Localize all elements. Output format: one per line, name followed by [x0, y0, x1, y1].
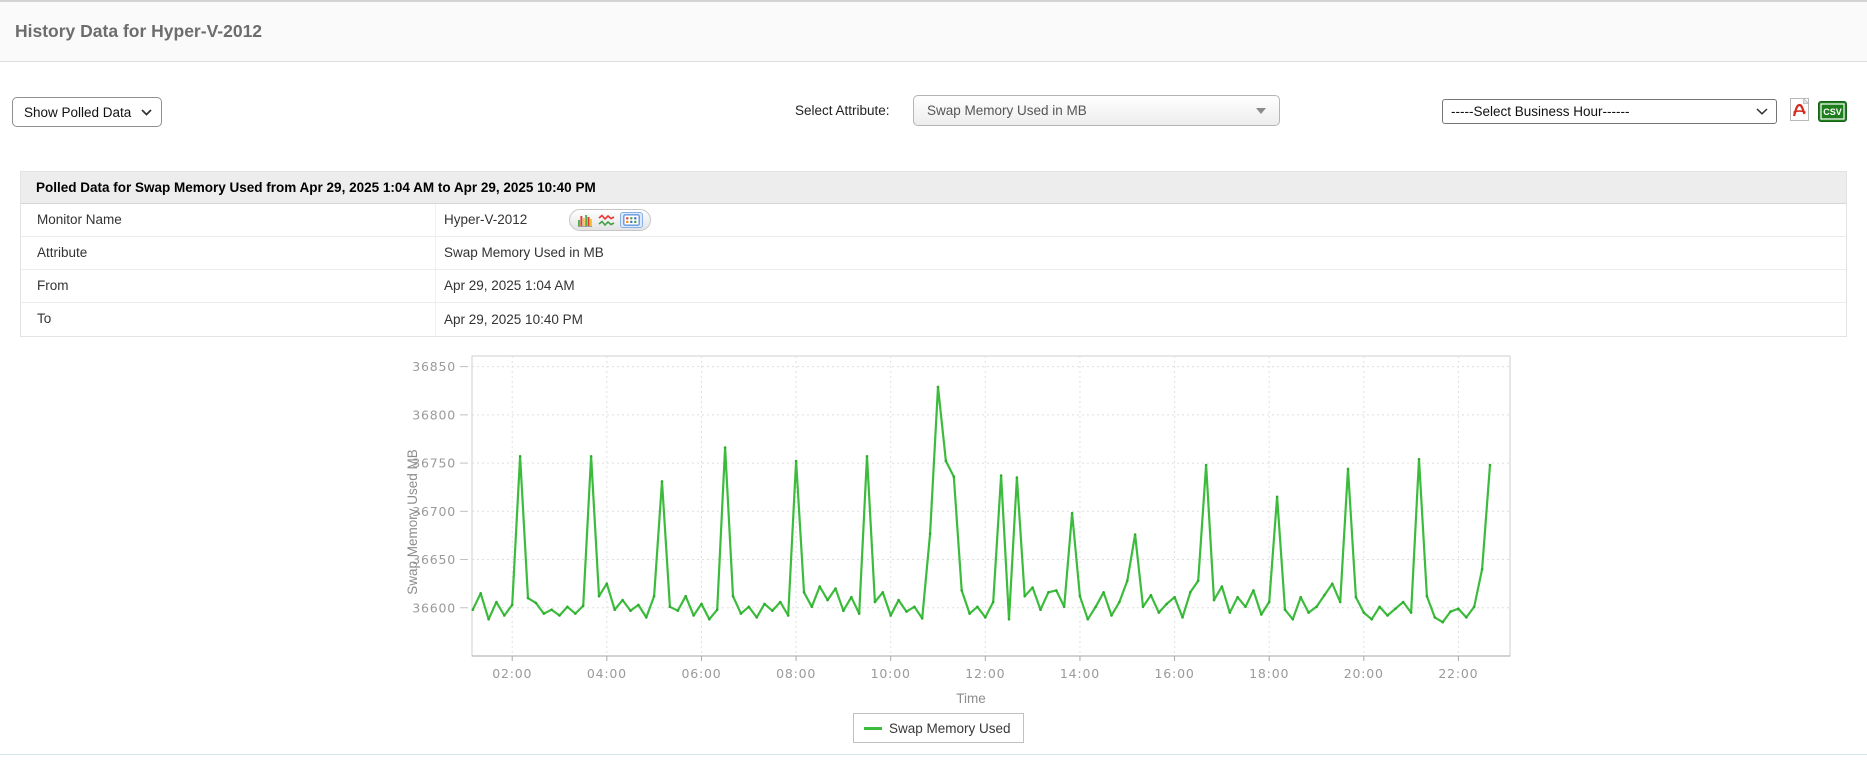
business-hour-select[interactable]: -----Select Business Hour------	[1442, 99, 1777, 124]
polled-data-table: Polled Data for Swap Memory Used from Ap…	[20, 171, 1847, 337]
x-axis-title: Time	[956, 691, 986, 706]
x-tick-label: 20:00	[1344, 666, 1384, 681]
polled-data-table-header: Polled Data for Swap Memory Used from Ap…	[21, 172, 1846, 204]
table-view-icon[interactable]	[620, 212, 644, 228]
history-chart: 36600 36650 36700 36750 36800 36850 02:00 04:00…	[0, 339, 1867, 754]
y-tick-label: 36650	[412, 552, 456, 567]
row-value: Hyper-V-2012	[436, 204, 652, 236]
x-tick-label: 22:00	[1438, 666, 1478, 681]
pdf-export-icon[interactable]	[1787, 97, 1812, 123]
chevron-down-icon	[141, 108, 152, 116]
x-tick-label: 02:00	[492, 666, 532, 681]
csv-icon-text: CSV	[1823, 107, 1842, 117]
x-tick-label: 08:00	[776, 666, 816, 681]
chart-legend: Swap Memory Used	[853, 713, 1024, 743]
attribute-select-value: Swap Memory Used in MB	[927, 103, 1087, 118]
y-tick-label: 36850	[412, 359, 456, 374]
table-row-to: To Apr 29, 2025 10:40 PM	[21, 303, 1846, 336]
x-tick-label: 14:00	[1060, 666, 1100, 681]
attribute-select[interactable]: Swap Memory Used in MB	[913, 95, 1280, 126]
monitor-name-value: Hyper-V-2012	[444, 212, 528, 227]
y-axis-title: Swap Memory Used MB	[405, 449, 420, 595]
legend-swatch	[864, 726, 882, 730]
row-label: Monitor Name	[21, 204, 436, 236]
legend-label: Swap Memory Used	[889, 720, 1011, 736]
select-attribute-label: Select Attribute:	[795, 103, 890, 118]
y-tick-label: 36800	[412, 407, 456, 422]
table-row-attribute: Attribute Swap Memory Used in MB	[21, 237, 1846, 270]
x-tick-label: 16:00	[1155, 666, 1195, 681]
row-label: From	[21, 270, 436, 302]
bottom-divider	[0, 754, 1867, 763]
monitor-view-switcher	[569, 209, 652, 231]
title-bar: History Data for Hyper-V-2012	[0, 0, 1867, 62]
row-label: Attribute	[21, 237, 436, 269]
bar-chart-view-icon[interactable]	[577, 213, 593, 227]
line-chart-view-icon[interactable]	[598, 213, 615, 227]
csv-export-icon[interactable]: CSV	[1818, 101, 1847, 122]
toolbar: Show Polled Data Select Attribute: Swap …	[0, 62, 1867, 140]
x-tick-label: 10:00	[871, 666, 911, 681]
show-data-select[interactable]: Show Polled Data	[12, 97, 162, 127]
row-value: Swap Memory Used in MB	[444, 245, 604, 260]
x-tick-label: 06:00	[681, 666, 721, 681]
line-chart-canvas: 36600 36650 36700 36750 36800 36850 02:00 04:00…	[405, 355, 1511, 706]
business-hour-select-value: -----Select Business Hour------	[1451, 104, 1630, 119]
x-tick-label: 04:00	[587, 666, 627, 681]
chevron-down-icon	[1756, 108, 1768, 115]
table-row-monitor-name: Monitor Name Hyper-V-2012	[21, 204, 1846, 237]
x-tick-label: 12:00	[965, 666, 1005, 681]
y-tick-label: 36750	[412, 456, 456, 471]
y-tick-label: 36700	[412, 504, 456, 519]
row-label: To	[21, 303, 436, 336]
y-tick-label: 36600	[412, 600, 456, 615]
table-row-from: From Apr 29, 2025 1:04 AM	[21, 270, 1846, 303]
x-tick-label: 18:00	[1249, 666, 1289, 681]
page-title: History Data for Hyper-V-2012	[15, 21, 263, 41]
show-data-select-value: Show Polled Data	[24, 104, 132, 120]
row-value: Apr 29, 2025 10:40 PM	[444, 311, 583, 327]
row-value: Apr 29, 2025 1:04 AM	[444, 278, 575, 293]
dropdown-arrow-icon	[1256, 107, 1266, 114]
